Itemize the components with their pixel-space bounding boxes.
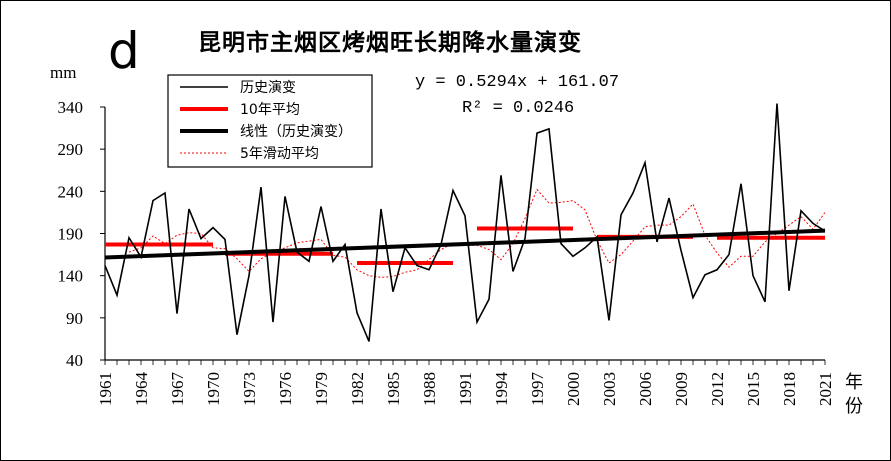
- r-squared-label: R² = 0.0246: [462, 99, 574, 118]
- x-ticks: 1961 1964 1967 1970 1973 1976 1979 1982 1985 1988…: [96, 360, 835, 406]
- x-tick-label: 2018: [780, 372, 799, 406]
- x-tick-label: 1997: [528, 372, 547, 407]
- x-tick-label: 1988: [420, 372, 439, 406]
- x-tick-label: 1961: [96, 372, 115, 406]
- x-tick-label: 1985: [384, 372, 403, 406]
- historical-series-line: [104, 103, 826, 342]
- x-tick-label: 1982: [348, 372, 367, 406]
- y-tick-label: 340: [58, 98, 84, 117]
- x-tick-label: 1964: [132, 372, 151, 407]
- x-tick-label: 2006: [636, 372, 655, 406]
- y-tick-label: 240: [58, 182, 84, 201]
- legend-label: 线性（历史演变）: [240, 124, 352, 140]
- x-tick-label: 1967: [168, 372, 187, 407]
- x-tick-label: 1973: [240, 372, 259, 406]
- y-tick-label: 90: [66, 309, 83, 328]
- legend-box: [167, 74, 373, 168]
- x-tick-label: 1979: [312, 372, 331, 406]
- x-tick-label: 2021: [816, 372, 835, 406]
- trend-equation: y = 0.5294x + 161.07: [415, 73, 619, 92]
- legend-label: 10年平均: [240, 102, 300, 118]
- linear-trend-line: [104, 228, 826, 260]
- x-tick-label: 2000: [564, 372, 583, 406]
- x-axis-label-char: 份: [845, 396, 863, 417]
- x-tick-label: 2015: [744, 372, 763, 406]
- chart-title: 昆明市主烟区烤烟旺长期降水量演变: [198, 29, 582, 56]
- x-tick-label: 2003: [600, 372, 619, 406]
- y-tick-label: 140: [58, 267, 84, 286]
- x-tick-label: 1994: [492, 372, 511, 407]
- x-axis-label-char: 年: [845, 372, 863, 393]
- x-axis-label: 年份: [845, 372, 863, 417]
- x-tick-label: 2009: [672, 372, 691, 406]
- panel-label: d: [108, 22, 140, 80]
- y-ticks: 40 90 140 190 240 290 340: [58, 98, 105, 370]
- y-tick-label: 190: [58, 225, 84, 244]
- legend-label: 历史演变: [240, 80, 296, 96]
- y-tick-label: 290: [58, 140, 84, 159]
- x-tick-label: 1976: [276, 372, 295, 406]
- y-axis-label: mm: [50, 63, 76, 82]
- series-layer: [104, 103, 826, 342]
- x-tick-label: 2012: [708, 372, 727, 406]
- y-tick-label: 40: [66, 351, 83, 370]
- legend-label: 5年滑动平均: [240, 145, 319, 162]
- x-tick-label: 1991: [456, 372, 475, 406]
- x-tick-label: 1970: [204, 372, 223, 406]
